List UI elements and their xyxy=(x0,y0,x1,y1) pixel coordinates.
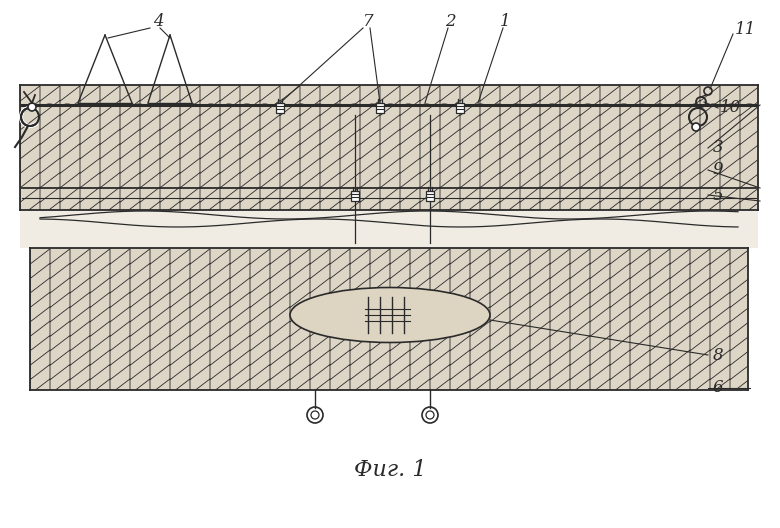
Bar xyxy=(351,191,359,201)
Text: 7: 7 xyxy=(363,14,374,31)
Text: 4: 4 xyxy=(153,14,163,31)
Text: 9: 9 xyxy=(713,162,723,178)
Text: 10: 10 xyxy=(719,99,741,117)
Text: 11: 11 xyxy=(735,22,756,39)
Bar xyxy=(20,210,758,248)
Circle shape xyxy=(28,103,36,111)
Bar xyxy=(30,248,748,390)
Bar xyxy=(426,191,434,201)
Bar xyxy=(456,103,464,113)
Text: Фиг. 1: Фиг. 1 xyxy=(354,459,426,481)
Text: 5: 5 xyxy=(713,186,723,203)
Bar xyxy=(276,103,284,113)
Ellipse shape xyxy=(290,288,490,343)
Text: 1: 1 xyxy=(500,14,510,31)
Bar xyxy=(376,103,384,113)
Text: 8: 8 xyxy=(713,346,723,363)
Text: 6: 6 xyxy=(713,380,723,397)
Bar xyxy=(20,85,758,210)
Text: 2: 2 xyxy=(445,14,456,31)
Circle shape xyxy=(692,123,700,131)
Text: 3: 3 xyxy=(713,139,723,156)
